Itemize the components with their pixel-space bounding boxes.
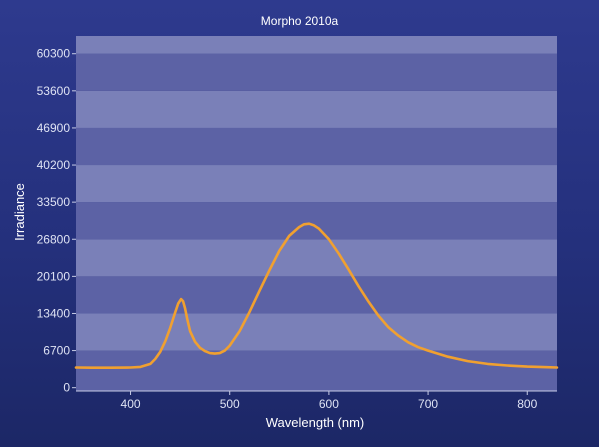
- y-axis-title: Irradiance: [12, 183, 27, 241]
- series-line: [74, 222, 559, 369]
- y-tick-label: 0: [63, 381, 70, 395]
- grid-band: [76, 350, 557, 391]
- grid-band: [76, 313, 557, 351]
- y-tick-label: 33500: [37, 195, 71, 209]
- grid-band: [76, 53, 557, 91]
- x-tick-label: 700: [418, 397, 438, 411]
- chart-title: Morpho 2010a: [261, 14, 339, 28]
- x-axis-title: Wavelength (nm): [266, 415, 365, 430]
- x-tick-label: 600: [319, 397, 339, 411]
- series-layer: [74, 222, 559, 369]
- grid-band: [76, 276, 557, 314]
- x-axis-ticks: 400 500 600 700 800: [121, 391, 538, 411]
- y-axis-ticks: 0 6700 13400 20100 26800 33500 40200 46900 53600…: [37, 47, 76, 395]
- y-tick-label: 6700: [43, 344, 70, 358]
- plot-area: [76, 36, 557, 391]
- x-tick-label: 500: [220, 397, 240, 411]
- y-tick-label: 13400: [37, 306, 71, 320]
- grid-band: [76, 90, 557, 128]
- grid-band: [76, 127, 557, 166]
- y-tick-label: 20100: [37, 269, 71, 283]
- y-tick-label: 53600: [37, 84, 71, 98]
- x-tick-label: 800: [517, 397, 537, 411]
- x-tick-label: 400: [121, 397, 141, 411]
- grid-band: [76, 36, 557, 54]
- y-tick-label: 46900: [37, 121, 71, 135]
- grid-band: [76, 239, 557, 277]
- grid-band: [76, 202, 557, 240]
- y-tick-label: 60300: [37, 47, 71, 61]
- y-tick-label: 40200: [37, 158, 71, 172]
- grid-band: [76, 165, 557, 203]
- y-tick-label: 26800: [37, 232, 71, 246]
